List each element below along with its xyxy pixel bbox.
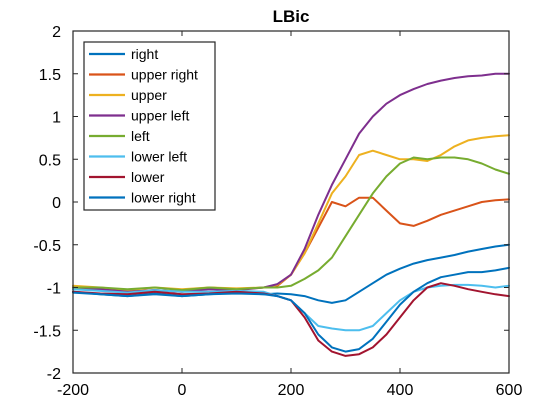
legend-entry: upper: [89, 87, 167, 103]
legend-entry: right: [89, 46, 158, 62]
y-tick-label: 1: [52, 110, 61, 127]
y-tick-label: 0: [52, 195, 61, 212]
x-tick-label: -200: [57, 382, 89, 399]
legend-entry: left: [89, 128, 150, 144]
legend: right upper right upper upper left left lower…: [83, 41, 216, 211]
legend-entry: upper right: [89, 67, 198, 83]
series-layer: [72, 72, 510, 357]
y-tick-label: -1.5: [33, 323, 61, 340]
y-tick-label: -1: [47, 281, 61, 298]
x-tick-label: 400: [387, 382, 414, 399]
series-line-left: [72, 156, 510, 292]
y-tick-label: -2: [47, 366, 61, 383]
y-tick-label: 2: [52, 24, 61, 41]
axis-tick-labels: -200 0 200 400 600 -2 -1.5 -1 -0.5 0 0.5 1 1.5 2: [33, 24, 522, 399]
legend-label: left: [131, 128, 150, 144]
legend-entry: upper left: [89, 108, 189, 124]
legend-label: lower right: [131, 190, 196, 206]
legend-label: upper right: [131, 67, 198, 83]
legend-items: right upper right upper upper left left lower…: [89, 46, 198, 206]
legend-label: upper: [131, 87, 167, 103]
series-line-lower: [72, 282, 510, 357]
x-tick-label: 200: [278, 382, 305, 399]
legend-label: lower left: [131, 149, 187, 165]
legend-label: right: [131, 46, 158, 62]
legend-box: [83, 41, 216, 211]
series-line-lower-right: [72, 266, 510, 353]
x-tick-label: 0: [178, 382, 187, 399]
legend-entry: lower: [89, 169, 165, 185]
x-tick-label: 600: [496, 382, 523, 399]
legend-entry: lower left: [89, 149, 187, 165]
y-tick-label: 0.5: [39, 152, 61, 169]
legend-entry: lower right: [89, 190, 196, 206]
legend-label: upper left: [131, 108, 189, 124]
y-tick-label: 1.5: [39, 67, 61, 84]
chart-title: LBic: [273, 7, 310, 26]
y-tick-label: -0.5: [33, 238, 61, 255]
axes-box: [72, 30, 510, 374]
legend-label: lower: [131, 169, 165, 185]
